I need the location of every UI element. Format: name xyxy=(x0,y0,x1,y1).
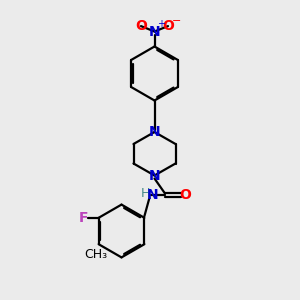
Text: O: O xyxy=(179,188,191,202)
Text: CH₃: CH₃ xyxy=(84,248,107,261)
Text: H: H xyxy=(141,187,150,200)
Text: O: O xyxy=(162,19,174,33)
Text: F: F xyxy=(79,211,88,225)
Text: +: + xyxy=(157,19,165,29)
Text: N: N xyxy=(149,25,160,38)
Text: O: O xyxy=(135,19,147,33)
Text: N: N xyxy=(146,188,158,202)
Text: −: − xyxy=(172,16,181,26)
Text: N: N xyxy=(149,169,160,182)
Text: N: N xyxy=(149,125,160,139)
